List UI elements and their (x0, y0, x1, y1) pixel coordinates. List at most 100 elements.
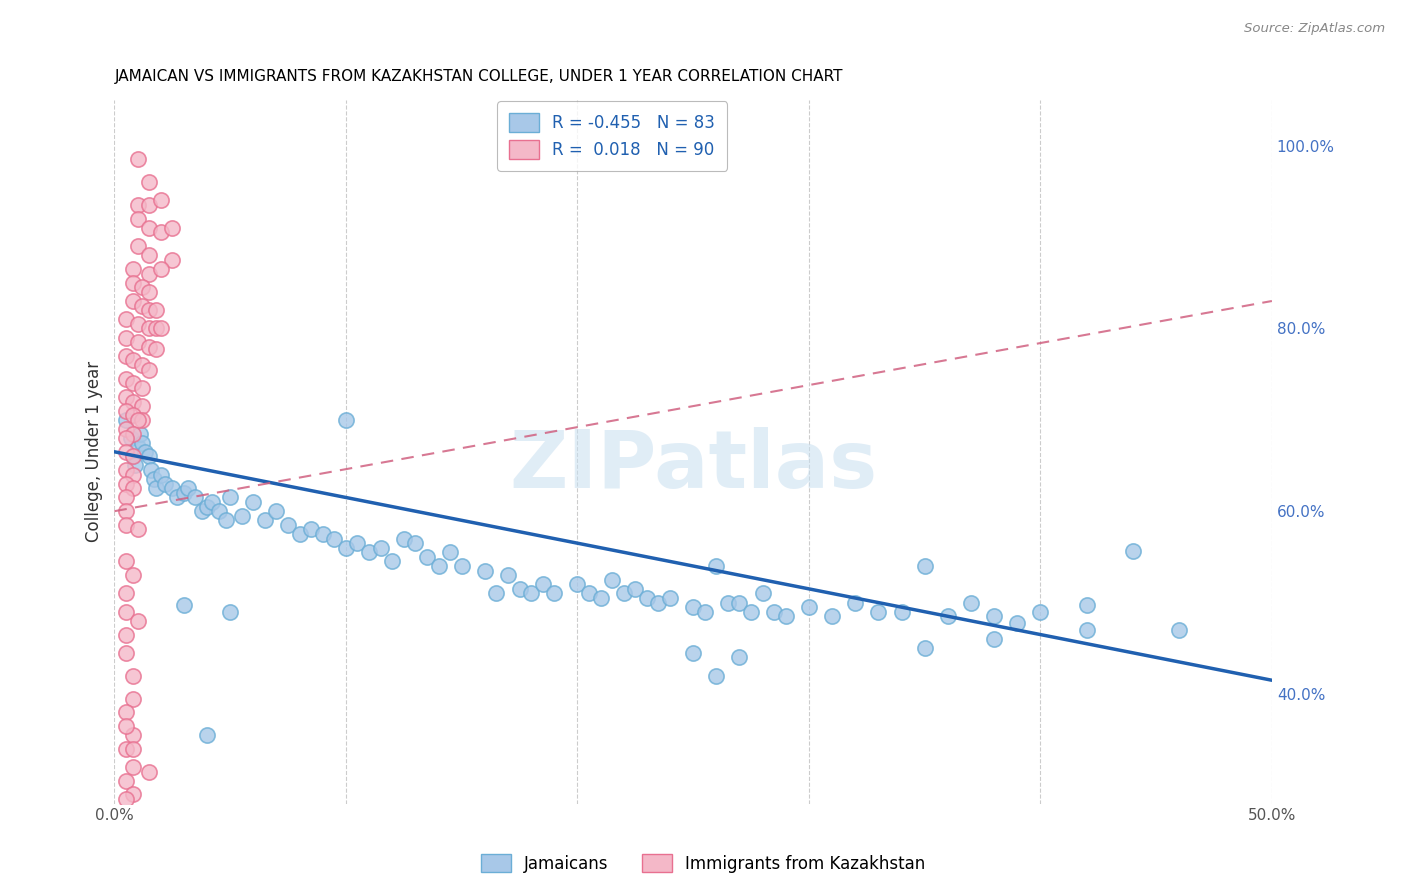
Point (138, 198, 160, 212)
Point (636, 591, 658, 605)
Point (115, 719, 138, 733)
Point (131, 435, 153, 450)
Point (219, 491, 242, 505)
Point (914, 559, 936, 574)
Point (128, 426, 150, 441)
Point (149, 226, 172, 240)
Point (191, 504, 214, 518)
Point (122, 760, 145, 774)
Point (496, 568, 519, 582)
Point (600, 573, 623, 587)
Point (141, 463, 163, 477)
Point (346, 536, 368, 550)
Point (149, 321, 172, 335)
Point (124, 458, 146, 473)
Point (567, 577, 589, 591)
Point (613, 586, 636, 600)
Point (299, 523, 322, 537)
Point (1029, 605, 1052, 619)
Point (682, 646, 704, 660)
Point (162, 220, 184, 235)
Point (115, 330, 138, 344)
Point (763, 605, 786, 619)
Point (166, 491, 188, 505)
Point (115, 504, 138, 518)
Point (115, 741, 138, 756)
Point (589, 591, 612, 605)
Point (173, 486, 195, 500)
Point (145, 321, 167, 335)
Point (323, 532, 346, 546)
Point (122, 376, 145, 391)
Text: ZIPatlas: ZIPatlas (509, 427, 877, 505)
Point (122, 409, 145, 423)
Point (149, 194, 172, 208)
Point (122, 276, 145, 290)
Point (115, 444, 138, 458)
Point (115, 349, 138, 363)
Point (115, 792, 138, 806)
Point (138, 175, 160, 189)
Point (277, 517, 299, 532)
Point (122, 728, 145, 742)
Point (155, 476, 177, 491)
Legend: R = -0.455   N = 83, R =  0.018   N = 90: R = -0.455 N = 83, R = 0.018 N = 90 (498, 102, 727, 170)
Point (751, 586, 773, 600)
Point (122, 262, 145, 277)
Point (983, 609, 1005, 624)
Point (122, 426, 145, 441)
Point (149, 262, 172, 277)
Point (740, 605, 762, 619)
Point (138, 285, 160, 299)
Point (122, 394, 145, 409)
Point (1122, 544, 1144, 558)
Point (115, 476, 138, 491)
Point (138, 340, 160, 354)
Point (717, 596, 740, 610)
Point (392, 532, 415, 546)
Point (131, 358, 153, 372)
Point (450, 559, 472, 574)
Point (115, 773, 138, 788)
Point (219, 605, 242, 619)
Point (127, 523, 149, 537)
Point (122, 450, 145, 464)
Point (543, 586, 565, 600)
Point (122, 741, 145, 756)
Point (127, 317, 149, 331)
Point (960, 596, 983, 610)
Point (253, 513, 276, 527)
Point (531, 577, 554, 591)
Point (131, 399, 153, 413)
Point (115, 413, 138, 427)
Point (231, 508, 253, 523)
Point (844, 596, 866, 610)
Point (266, 504, 288, 518)
Point (177, 481, 200, 495)
Point (127, 413, 149, 427)
Point (821, 609, 844, 624)
Point (427, 559, 450, 574)
Point (797, 600, 820, 615)
Point (115, 491, 138, 505)
Text: Source: ZipAtlas.com: Source: ZipAtlas.com (1244, 22, 1385, 36)
Point (138, 303, 160, 318)
Point (115, 554, 138, 568)
Point (242, 495, 264, 509)
Point (115, 422, 138, 436)
Point (381, 554, 404, 568)
Point (115, 517, 138, 532)
Point (357, 545, 380, 559)
Point (138, 450, 160, 464)
Point (127, 440, 149, 454)
Point (127, 335, 149, 350)
Point (122, 450, 145, 464)
Point (138, 362, 160, 376)
Point (659, 591, 682, 605)
Point (115, 403, 138, 417)
Point (173, 599, 195, 613)
Point (131, 280, 153, 294)
Point (131, 381, 153, 395)
Point (122, 691, 145, 706)
Point (439, 545, 461, 559)
